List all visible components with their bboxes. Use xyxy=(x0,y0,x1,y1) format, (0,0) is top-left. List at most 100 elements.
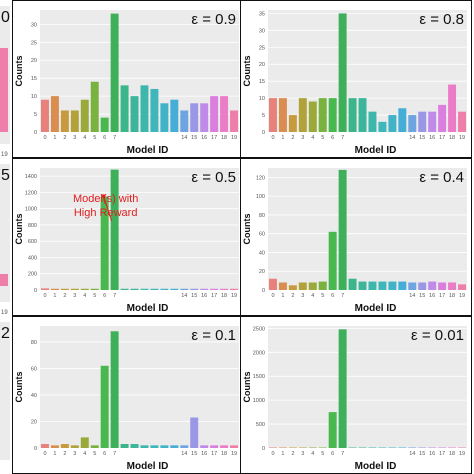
x-tick-label: 15 xyxy=(191,293,197,299)
bar-model-11 xyxy=(150,88,159,132)
annotation-text: Model(s) with xyxy=(73,193,138,205)
y-tick-label: 500 xyxy=(256,422,265,428)
y-tick-label: 25 xyxy=(259,45,265,51)
bar-model-0 xyxy=(40,444,49,448)
x-tick-label: 5 xyxy=(93,293,96,299)
y-tick-label: 20 xyxy=(31,58,37,64)
x-tick-label: 4 xyxy=(83,135,86,141)
x-tick-label: 2 xyxy=(63,451,66,457)
bar-model-15 xyxy=(418,111,427,132)
x-tick-label: 7 xyxy=(341,293,344,299)
bar-model-16 xyxy=(428,111,437,132)
left-partial-panel xyxy=(0,164,10,302)
bar-model-17 xyxy=(210,96,219,132)
left-partial-bar xyxy=(0,48,8,132)
x-tick-label: 17 xyxy=(439,135,445,141)
x-tick-label: 14 xyxy=(181,135,187,141)
y-axis-label: Counts xyxy=(14,56,24,87)
plot-area xyxy=(268,10,467,132)
y-tick-label: 20 xyxy=(259,62,265,68)
x-tick-label: 1 xyxy=(281,293,284,299)
left-partial-bar xyxy=(0,274,8,286)
epsilon-label: ε = 0.9 xyxy=(191,11,236,28)
bar-model-9 xyxy=(358,281,367,290)
left-partial-tick-label: 19 xyxy=(1,152,8,158)
x-axis-label: Model ID xyxy=(127,303,169,314)
x-tick-label: 4 xyxy=(311,451,314,457)
x-tick-label: 14 xyxy=(181,451,187,457)
epsilon-label: ε = 0.4 xyxy=(419,169,464,186)
x-tick-label: 19 xyxy=(459,135,465,141)
bar-model-2 xyxy=(60,288,69,290)
bar-model-0 xyxy=(40,99,49,132)
bar-model-14 xyxy=(408,115,417,132)
chart-panel: 0 20 40 60 80 100 120 0 1 2 3 4 5 6 7 14 15 16 17 18 19 Model… xyxy=(240,158,472,316)
y-tick-label: 40 xyxy=(31,393,37,399)
left-partial-epsilon-label: 0 xyxy=(1,9,10,26)
x-tick-label: 15 xyxy=(419,451,425,457)
y-tick-label: 0 xyxy=(262,446,265,452)
x-tick-label: 1 xyxy=(281,135,284,141)
y-tick-label: 0 xyxy=(262,130,265,136)
bar-model-19 xyxy=(230,445,239,448)
x-tick-label: 19 xyxy=(231,293,237,299)
x-tick-label: 1 xyxy=(281,451,284,457)
bar-model-15 xyxy=(418,282,427,290)
x-tick-label: 7 xyxy=(341,451,344,457)
x-tick-label: 2 xyxy=(63,293,66,299)
epsilon-label: ε = 0.1 xyxy=(191,327,236,344)
x-tick-label: 19 xyxy=(459,451,465,457)
bar-model-1 xyxy=(278,282,287,290)
x-tick-label: 18 xyxy=(221,293,227,299)
bar-model-12 xyxy=(388,281,397,290)
bar-model-7 xyxy=(338,329,347,448)
y-axis-label: Counts xyxy=(242,56,252,87)
bar-model-2 xyxy=(60,444,69,448)
bar-model-0 xyxy=(40,288,49,290)
y-tick-label: 5 xyxy=(34,112,37,118)
x-tick-label: 16 xyxy=(201,135,207,141)
x-tick-label: 16 xyxy=(429,451,435,457)
x-tick-label: 7 xyxy=(113,293,116,299)
left-partial-panel xyxy=(0,322,10,460)
x-tick-label: 0 xyxy=(43,293,46,299)
x-axis-label: Model ID xyxy=(355,461,397,472)
bar-model-3 xyxy=(70,445,79,448)
chart-panel: 0 20 40 60 80 0 1 2 3 4 5 6 7 14 15 16 17 18 19 Model ID Cou… xyxy=(12,316,244,474)
chart-panel: 0 5 10 15 20 25 30 0 1 2 3 4 5 6 7 14 15 16 17 18 19 Model ID… xyxy=(12,0,244,158)
bar-model-19 xyxy=(458,284,467,290)
bar-model-1 xyxy=(50,96,59,132)
y-tick-label: 2500 xyxy=(253,326,265,332)
bar-model-10 xyxy=(140,288,149,290)
y-tick-label: 400 xyxy=(28,255,37,261)
x-tick-label: 1 xyxy=(53,293,56,299)
bar-model-16 xyxy=(200,103,209,132)
bar-model-14 xyxy=(180,288,189,290)
bar-model-7 xyxy=(110,13,119,133)
x-tick-label: 7 xyxy=(113,451,116,457)
bar-model-12 xyxy=(388,115,397,132)
bar-model-13 xyxy=(170,445,179,448)
x-tick-label: 4 xyxy=(311,293,314,299)
x-tick-label: 19 xyxy=(459,293,465,299)
bar-model-5 xyxy=(90,288,99,290)
bar-model-6 xyxy=(328,98,337,132)
x-tick-label: 6 xyxy=(103,293,106,299)
x-tick-label: 0 xyxy=(43,135,46,141)
bar-model-5 xyxy=(90,445,99,448)
x-tick-label: 3 xyxy=(73,451,76,457)
bar-model-4 xyxy=(80,437,89,448)
x-axis-label: Model ID xyxy=(355,145,397,156)
bar-model-7 xyxy=(338,169,347,290)
x-tick-label: 3 xyxy=(301,293,304,299)
x-tick-label: 14 xyxy=(409,135,415,141)
x-tick-label: 5 xyxy=(321,135,324,141)
x-tick-label: 19 xyxy=(231,451,237,457)
y-tick-label: 600 xyxy=(28,239,37,245)
y-tick-label: 35 xyxy=(259,11,265,17)
y-tick-label: 100 xyxy=(256,194,265,200)
y-tick-label: 2000 xyxy=(253,350,265,356)
bar-model-7 xyxy=(110,169,119,290)
y-axis-label: Counts xyxy=(242,214,252,245)
